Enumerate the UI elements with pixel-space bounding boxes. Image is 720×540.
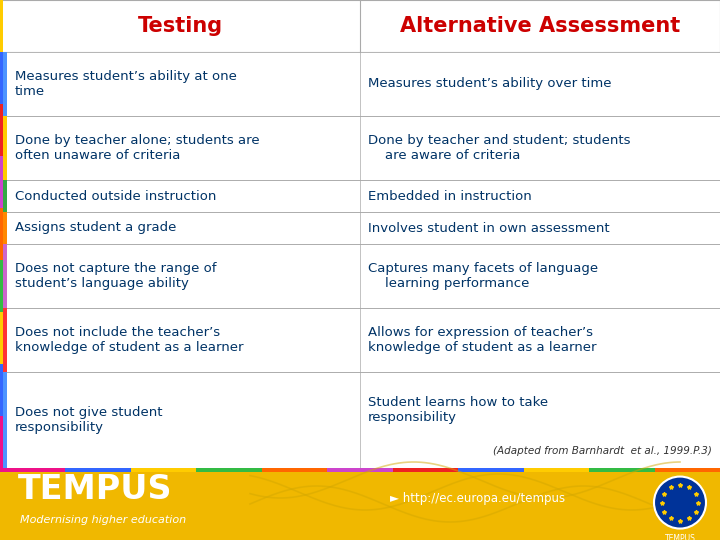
Bar bbox=[0, 260, 3, 312]
Text: Does not give student
responsibility: Does not give student responsibility bbox=[15, 406, 163, 434]
Bar bbox=[0, 52, 720, 116]
Bar bbox=[0, 156, 3, 208]
Circle shape bbox=[654, 477, 706, 529]
Bar bbox=[197, 468, 262, 472]
Bar bbox=[0, 180, 7, 212]
Text: Allows for expression of teacher’s
knowledge of student as a learner: Allows for expression of teacher’s knowl… bbox=[368, 326, 596, 354]
Bar bbox=[262, 468, 328, 472]
Bar bbox=[0, 0, 720, 52]
Text: Does not capture the range of
student’s language ability: Does not capture the range of student’s … bbox=[15, 262, 217, 290]
Text: Done by teacher alone; students are
often unaware of criteria: Done by teacher alone; students are ofte… bbox=[15, 134, 260, 162]
Text: ► http://ec.europa.eu/tempus: ► http://ec.europa.eu/tempus bbox=[390, 492, 565, 505]
Bar bbox=[0, 308, 7, 372]
Bar bbox=[0, 0, 3, 52]
Bar bbox=[0, 212, 7, 244]
Bar bbox=[328, 468, 392, 472]
Text: Modernising higher education: Modernising higher education bbox=[20, 515, 186, 525]
Bar bbox=[589, 468, 654, 472]
Text: Assigns student a grade: Assigns student a grade bbox=[15, 221, 176, 234]
Bar bbox=[0, 52, 3, 104]
Text: Alternative Assessment: Alternative Assessment bbox=[400, 16, 680, 36]
Bar bbox=[0, 0, 720, 468]
Text: TEMPUS: TEMPUS bbox=[18, 473, 173, 506]
Text: Does not include the teacher’s
knowledge of student as a learner: Does not include the teacher’s knowledge… bbox=[15, 326, 243, 354]
Bar bbox=[131, 468, 197, 472]
Bar bbox=[0, 372, 720, 468]
Text: Done by teacher and student; students
    are aware of criteria: Done by teacher and student; students ar… bbox=[368, 134, 631, 162]
Bar bbox=[523, 468, 589, 472]
Bar bbox=[0, 180, 720, 212]
Text: Student learns how to take
responsibility: Student learns how to take responsibilit… bbox=[368, 396, 548, 424]
Bar bbox=[0, 312, 3, 364]
Bar bbox=[66, 468, 131, 472]
Text: Involves student in own assessment: Involves student in own assessment bbox=[368, 221, 610, 234]
Bar bbox=[0, 308, 720, 372]
Bar bbox=[0, 364, 3, 416]
Bar bbox=[0, 212, 720, 244]
Bar bbox=[458, 468, 523, 472]
Text: Measures student’s ability over time: Measures student’s ability over time bbox=[368, 78, 611, 91]
Bar bbox=[0, 208, 3, 260]
Text: Measures student’s ability at one
time: Measures student’s ability at one time bbox=[15, 70, 237, 98]
Bar bbox=[0, 416, 3, 468]
Text: Testing: Testing bbox=[138, 16, 222, 36]
Bar bbox=[654, 468, 720, 472]
Text: TEMPUS: TEMPUS bbox=[665, 534, 696, 540]
Bar bbox=[0, 468, 66, 472]
Bar bbox=[0, 116, 7, 180]
Text: (Adapted from Barnhardt  et al., 1999.P.3): (Adapted from Barnhardt et al., 1999.P.3… bbox=[493, 446, 712, 456]
Text: Captures many facets of language
    learning performance: Captures many facets of language learnin… bbox=[368, 262, 598, 290]
Bar bbox=[0, 116, 720, 180]
Bar bbox=[0, 244, 7, 308]
Bar bbox=[0, 104, 3, 156]
Bar bbox=[0, 244, 720, 308]
Bar bbox=[392, 468, 458, 472]
Bar bbox=[0, 468, 720, 540]
Bar bbox=[0, 52, 7, 116]
Text: Conducted outside instruction: Conducted outside instruction bbox=[15, 190, 217, 202]
Text: Embedded in instruction: Embedded in instruction bbox=[368, 190, 532, 202]
Bar bbox=[0, 372, 7, 468]
